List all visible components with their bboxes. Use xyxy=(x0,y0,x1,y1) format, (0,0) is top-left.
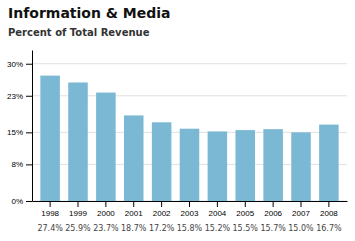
x-tick-label: 2007 xyxy=(292,209,310,218)
x-tick: 1999 xyxy=(69,201,87,218)
x-tick-label: 2004 xyxy=(208,209,226,218)
y-tick-label: 0% xyxy=(11,197,23,206)
x-tick-label: 2003 xyxy=(181,209,199,218)
chart: Information & Media Percent of Total Reve… xyxy=(0,0,355,241)
x-tick: 1998 xyxy=(41,201,59,218)
x-tick-mark xyxy=(50,201,51,207)
value-label: 27.4% xyxy=(37,224,63,233)
value-label: 23.7% xyxy=(93,224,119,233)
bar xyxy=(96,93,116,201)
x-tick-mark xyxy=(301,201,302,207)
x-tick: 2000 xyxy=(97,201,115,218)
x-tick-mark xyxy=(328,201,329,207)
y-axis: 0% 8% 15% 23% 30% xyxy=(7,51,33,207)
y-tick-label: 15% xyxy=(7,128,23,137)
x-tick-label: 2008 xyxy=(320,209,338,218)
x-axis: 1998 1999 2000 2001 2002 2003 2004 2005 2006 2007… xyxy=(33,201,348,218)
y-tick: 0% xyxy=(11,197,32,206)
x-tick-label: 2001 xyxy=(125,209,143,218)
x-tick-mark xyxy=(273,201,274,207)
value-label: 15.7% xyxy=(260,224,286,233)
x-tick: 2002 xyxy=(153,201,171,218)
bar xyxy=(235,130,255,201)
bar xyxy=(180,129,200,201)
bar xyxy=(208,131,228,201)
y-tick-mark xyxy=(26,201,32,202)
x-tick-mark xyxy=(133,201,134,207)
x-tick: 2005 xyxy=(236,201,254,218)
x-tick: 2001 xyxy=(125,201,143,218)
value-label: 25.9% xyxy=(65,224,91,233)
bar xyxy=(263,129,283,201)
bar xyxy=(68,82,88,201)
chart-container: Information & Media Percent of Total Reve… xyxy=(0,0,355,241)
x-tick: 2007 xyxy=(292,201,310,218)
y-axis-line xyxy=(32,51,33,202)
grid xyxy=(32,64,347,201)
subtitle: Percent of Total Revenue xyxy=(8,27,150,38)
y-tick-mark xyxy=(26,64,32,65)
bar xyxy=(319,125,339,201)
y-tick: 8% xyxy=(11,160,32,169)
title: Information & Media xyxy=(8,5,171,21)
value-label: 15.0% xyxy=(288,224,314,233)
grid-line xyxy=(32,63,347,64)
y-tick-mark xyxy=(26,132,32,133)
x-tick-label: 2002 xyxy=(153,209,171,218)
x-tick-label: 2006 xyxy=(264,209,282,218)
x-tick-label: 1999 xyxy=(69,209,87,218)
x-tick: 2003 xyxy=(181,201,199,218)
y-tick-label: 8% xyxy=(11,160,23,169)
y-tick: 23% xyxy=(7,92,32,101)
y-tick-label: 30% xyxy=(7,60,23,69)
x-tick-label: 1998 xyxy=(41,209,59,218)
bar xyxy=(124,115,144,201)
x-tick-mark xyxy=(105,201,106,207)
x-tick-mark xyxy=(189,201,190,207)
x-tick-mark xyxy=(77,201,78,207)
value-label: 15.8% xyxy=(177,224,203,233)
x-tick: 2006 xyxy=(264,201,282,218)
y-tick-label: 23% xyxy=(7,92,23,101)
x-tick-mark xyxy=(217,201,218,207)
y-tick-mark xyxy=(26,96,32,97)
bars xyxy=(40,76,338,201)
value-label: 16.7% xyxy=(316,224,342,233)
bar xyxy=(40,76,60,201)
x-tick: 2008 xyxy=(320,201,338,218)
y-tick-mark xyxy=(26,164,32,165)
y-tick: 15% xyxy=(7,128,32,137)
x-tick-label: 2005 xyxy=(236,209,254,218)
value-label: 18.7% xyxy=(121,224,147,233)
bar xyxy=(152,122,172,201)
x-tick: 2004 xyxy=(208,201,226,218)
x-tick-label: 2000 xyxy=(97,209,115,218)
value-labels: 27.4%25.9%23.7%18.7%17.2%15.8%15.2%15.5%… xyxy=(37,224,342,233)
x-tick-mark xyxy=(161,201,162,207)
value-label: 17.2% xyxy=(149,224,175,233)
bar xyxy=(291,132,311,201)
value-label: 15.2% xyxy=(205,224,231,233)
value-label: 15.5% xyxy=(233,224,259,233)
x-tick-mark xyxy=(245,201,246,207)
y-tick: 30% xyxy=(7,60,32,69)
